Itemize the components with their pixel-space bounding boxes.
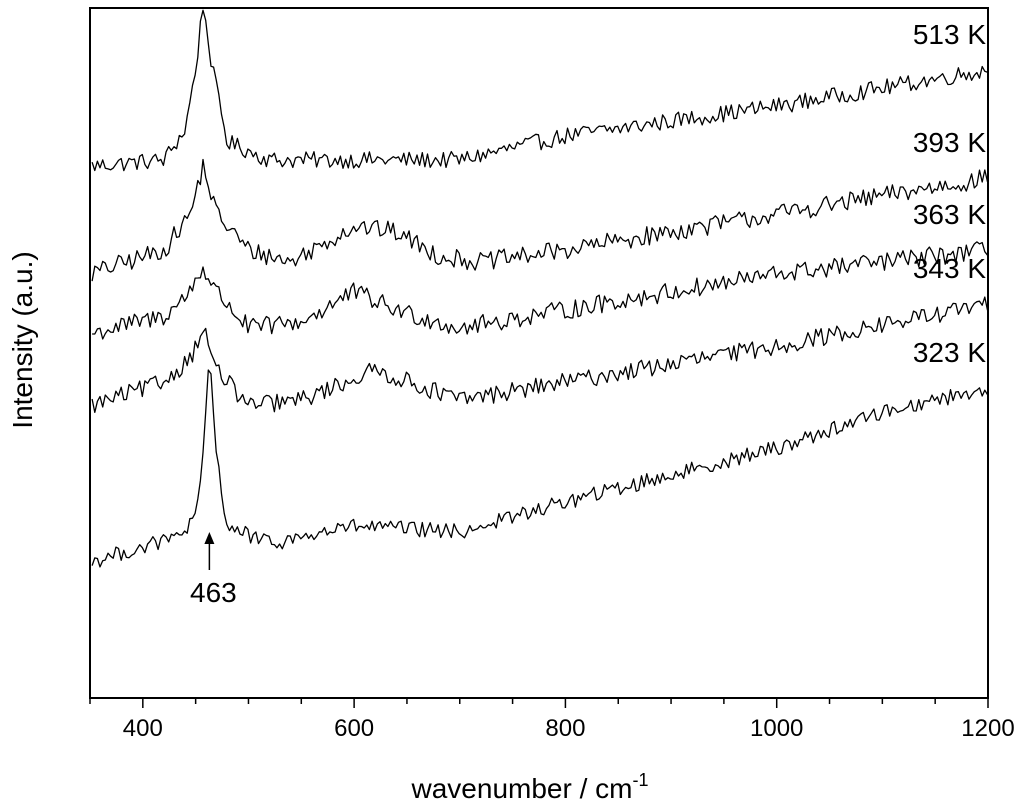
spectrum-343-k [91,296,989,414]
series-label-323-k: 323 K [913,337,986,368]
plot-frame [89,7,989,699]
spectrum-513-k [91,9,988,172]
spectrum-323-k [91,369,989,568]
peak-annotations: 457463 [190,532,237,608]
y-axis-title: Intensity (a.u.) [7,251,38,428]
series-label-513-k: 513 K [913,19,986,50]
x-axis-title: wavenumber / cm-1 [411,770,649,804]
x-tick-label-600: 600 [334,715,374,742]
x-tick-label-800: 800 [545,715,585,742]
x-tick-label-1000: 1000 [750,715,803,742]
series-label-343-k: 343 K [913,253,986,284]
series-label-363-k: 363 K [913,199,986,230]
x-tick-label-1200: 1200 [961,715,1014,742]
spectrum-393-k [91,158,989,282]
peak-arrow-head [204,532,215,544]
x-axis-tick-labels: 400 600 800 1000 1200 [123,715,1015,742]
spectra-traces [91,9,989,568]
series-label-393-k: 393 K [913,127,986,158]
x-axis-ticks [89,698,989,708]
x-tick-label-400: 400 [123,715,163,742]
peak-label-463: 463 [190,577,237,608]
series-labels: 513 K 393 K 363 K 343 K 323 K [913,19,986,368]
spectrum-363-k [92,241,989,340]
